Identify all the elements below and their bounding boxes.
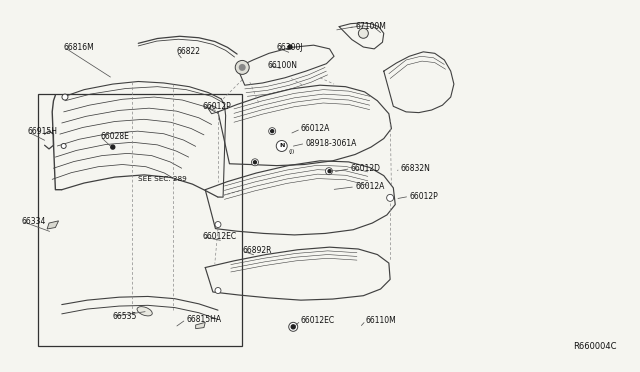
- Text: 66334: 66334: [22, 217, 46, 226]
- Text: 67100M: 67100M: [355, 22, 386, 31]
- Text: 66822: 66822: [177, 47, 200, 56]
- Circle shape: [253, 161, 257, 164]
- Text: 66028E: 66028E: [100, 132, 129, 141]
- Ellipse shape: [137, 307, 152, 316]
- Text: 66012D: 66012D: [351, 164, 381, 173]
- Text: 66535: 66535: [113, 312, 137, 321]
- Circle shape: [215, 288, 221, 294]
- Text: 66816M: 66816M: [64, 42, 95, 51]
- Text: 66892R: 66892R: [242, 246, 272, 255]
- Text: 66110M: 66110M: [366, 316, 397, 325]
- Circle shape: [358, 28, 369, 38]
- Text: SEE SEC. 289: SEE SEC. 289: [138, 176, 187, 182]
- Text: N: N: [279, 144, 284, 148]
- Text: (J): (J): [288, 149, 294, 154]
- Polygon shape: [47, 221, 59, 229]
- Circle shape: [288, 45, 292, 49]
- Text: 66915H: 66915H: [28, 127, 58, 137]
- Circle shape: [111, 145, 115, 149]
- Circle shape: [252, 159, 259, 166]
- Circle shape: [325, 168, 332, 175]
- Text: 08918-3061A: 08918-3061A: [305, 139, 356, 148]
- Circle shape: [276, 141, 287, 151]
- Text: 66832N: 66832N: [401, 164, 430, 173]
- Text: 66100N: 66100N: [268, 61, 298, 70]
- Circle shape: [291, 325, 295, 329]
- Text: 66012EC: 66012EC: [301, 316, 335, 325]
- Text: R660004C: R660004C: [573, 341, 616, 350]
- Text: 66012P: 66012P: [409, 192, 438, 201]
- Circle shape: [61, 144, 66, 148]
- Circle shape: [215, 222, 221, 228]
- Polygon shape: [196, 323, 205, 329]
- Bar: [38, 94, 242, 346]
- Circle shape: [289, 323, 298, 331]
- Text: 66012A: 66012A: [301, 124, 330, 134]
- Circle shape: [387, 195, 394, 201]
- Text: 66815HA: 66815HA: [186, 315, 221, 324]
- Text: 66300J: 66300J: [276, 43, 303, 52]
- Text: 66012A: 66012A: [355, 182, 385, 191]
- Circle shape: [239, 64, 246, 71]
- Text: 66012P: 66012P: [202, 102, 231, 111]
- Circle shape: [236, 60, 249, 74]
- Circle shape: [328, 170, 331, 173]
- Circle shape: [269, 128, 276, 135]
- Circle shape: [271, 130, 274, 133]
- Circle shape: [62, 94, 68, 100]
- Text: 66012EC: 66012EC: [203, 232, 237, 241]
